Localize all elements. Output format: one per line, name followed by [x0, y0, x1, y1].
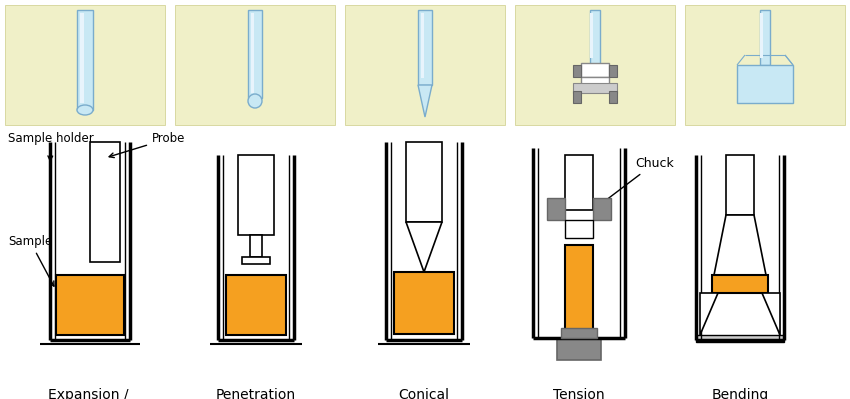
Bar: [609, 65, 617, 77]
Bar: [406, 142, 442, 222]
Text: Chuck: Chuck: [597, 157, 674, 207]
Bar: [581, 77, 609, 85]
Text: Conical
Penetration: Conical Penetration: [384, 388, 464, 399]
Polygon shape: [700, 293, 718, 335]
Text: Bending: Bending: [711, 388, 768, 399]
Bar: [590, 10, 600, 65]
Text: Probe: Probe: [109, 132, 185, 158]
Bar: [80, 13, 84, 103]
Bar: [590, 13, 593, 58]
Bar: [573, 91, 581, 103]
Bar: [345, 5, 505, 125]
Bar: [696, 335, 784, 342]
Text: Penetration: Penetration: [216, 388, 296, 399]
Bar: [565, 155, 593, 210]
Bar: [565, 220, 593, 238]
Bar: [56, 275, 124, 335]
Bar: [760, 10, 770, 65]
Bar: [238, 155, 274, 235]
Bar: [251, 13, 254, 93]
Bar: [726, 155, 754, 215]
Bar: [5, 5, 165, 125]
Text: Sample holder: Sample holder: [8, 132, 94, 161]
Bar: [561, 328, 597, 338]
Text: Expansion /
Compression: Expansion / Compression: [43, 388, 133, 399]
Polygon shape: [714, 215, 766, 275]
Bar: [418, 10, 432, 85]
Bar: [565, 245, 593, 330]
Bar: [557, 338, 601, 360]
Polygon shape: [418, 85, 432, 117]
Bar: [593, 198, 611, 220]
Bar: [248, 10, 262, 98]
Ellipse shape: [77, 105, 93, 115]
Bar: [250, 235, 262, 257]
Bar: [685, 5, 845, 125]
Bar: [760, 13, 763, 58]
Bar: [547, 198, 565, 220]
Text: Sample: Sample: [8, 235, 54, 286]
Bar: [737, 65, 793, 103]
Bar: [712, 275, 768, 293]
Bar: [242, 257, 270, 264]
Polygon shape: [762, 293, 780, 335]
Bar: [421, 13, 424, 78]
Polygon shape: [406, 222, 442, 272]
Bar: [573, 65, 581, 77]
Bar: [609, 91, 617, 103]
Bar: [573, 83, 617, 93]
Bar: [77, 10, 93, 110]
Bar: [394, 272, 454, 334]
Bar: [515, 5, 675, 125]
Bar: [175, 5, 335, 125]
Bar: [226, 275, 286, 335]
Bar: [581, 63, 609, 77]
Text: Tension: Tension: [553, 388, 605, 399]
Circle shape: [248, 94, 262, 108]
Bar: [90, 142, 120, 262]
